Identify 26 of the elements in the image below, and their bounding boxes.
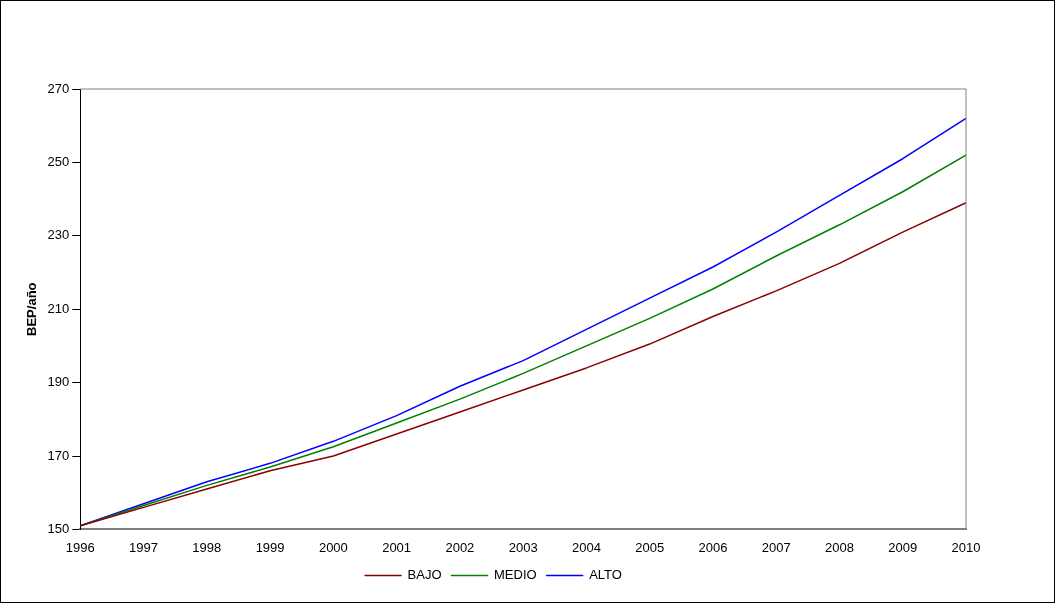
- y-tick-label: 150: [47, 520, 70, 536]
- y-axis-title: BEP/año: [24, 282, 40, 336]
- x-tick-label: 1999: [255, 539, 285, 555]
- x-tick-label: 1996: [65, 539, 95, 555]
- x-tick-label: 2002: [445, 539, 475, 555]
- x-tick-label: 2009: [888, 539, 918, 555]
- x-tick-label: 1997: [129, 539, 159, 555]
- x-tick-label: 2004: [571, 539, 601, 555]
- y-tick-label: 190: [47, 374, 70, 390]
- x-tick-label: 2005: [635, 539, 665, 555]
- x-tick-label: 1998: [192, 539, 222, 555]
- x-tick-label: 2007: [761, 539, 791, 555]
- y-tick-label: 250: [47, 153, 70, 169]
- x-tick-label: 2003: [508, 539, 538, 555]
- legend-label: ALTO: [589, 567, 622, 583]
- legend-label: BAJO: [407, 567, 442, 583]
- x-tick-label: 2000: [318, 539, 348, 555]
- y-tick-label: 270: [47, 80, 70, 96]
- y-tick-label: 170: [47, 447, 70, 463]
- legend-label: MEDIO: [494, 567, 537, 583]
- y-tick-label: 210: [47, 300, 70, 316]
- y-tick-label: 230: [47, 227, 70, 243]
- x-tick-label: 2006: [698, 539, 728, 555]
- x-tick-label: 2010: [951, 539, 981, 555]
- x-tick-label: 2001: [382, 539, 412, 555]
- x-tick-label: 2008: [825, 539, 854, 555]
